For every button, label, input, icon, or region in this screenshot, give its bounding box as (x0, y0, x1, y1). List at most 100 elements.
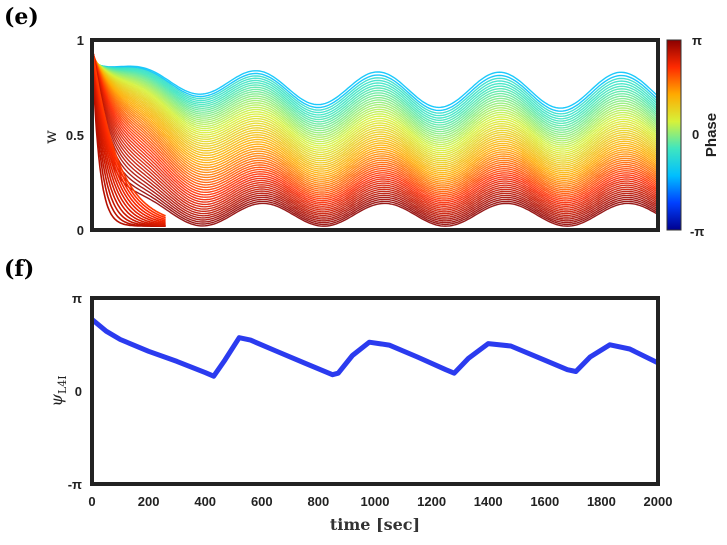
panel-e-series-line (92, 55, 658, 160)
panel-e-series-line (92, 58, 658, 138)
panel-e-series-line (92, 47, 658, 208)
colorbar-label: Phase (703, 113, 720, 157)
panel-e-series-line (92, 52, 658, 178)
panel-e-series-line (92, 59, 658, 131)
panel-e-yticks: 00.51 (66, 33, 84, 238)
panel-e-series-line (92, 57, 658, 144)
panel-e-series-line (92, 47, 658, 204)
panel-f-series-line (92, 316, 658, 379)
panel-e-series-line (92, 44, 658, 226)
panel-e-series-line (92, 60, 658, 120)
panel-e-series-line (92, 47, 658, 206)
panel-e-series-line (92, 57, 658, 142)
panel-e-series-line (92, 52, 658, 174)
panel-e-transient-line (92, 45, 166, 227)
panel-f-yticks: -π 0 π (68, 291, 82, 492)
panel-f-xtick-label: 1000 (361, 494, 390, 509)
panel-e-ytick-label: 0 (77, 223, 84, 238)
panel-e-series-line (92, 46, 658, 213)
panel-f-xtick-label: 2000 (644, 494, 673, 509)
panel-f-xtick-label: 400 (194, 494, 216, 509)
panel-f-xtick-label: 1400 (474, 494, 503, 509)
panel-e-series-line (92, 56, 658, 152)
colorbar (666, 39, 682, 231)
panel-e-series-line (92, 54, 658, 166)
panel-e-series-line (92, 43, 658, 227)
panel-e-series-line (92, 55, 658, 158)
panel-e-transient-line (92, 45, 166, 226)
panel-f-frame (90, 296, 660, 486)
panel-f-ylabel: ψL4I (47, 375, 69, 406)
panel-e-series-line (92, 58, 658, 140)
panel-e-series-line (92, 46, 658, 209)
panel-e-transient-line (92, 45, 166, 225)
panel-e-series-line (92, 59, 658, 129)
panel-e-series-line (92, 51, 658, 183)
panel-e-series-line (92, 61, 658, 115)
panel-e-series-line (92, 50, 658, 185)
colorbar-tick-bottom: -π (690, 224, 704, 239)
panel-f-xtick-label: 1800 (587, 494, 616, 509)
panel-e-series-line (92, 61, 658, 112)
panel-f-label: (f) (4, 256, 34, 282)
panel-e-series-line (92, 60, 658, 125)
panel-e-series-line (92, 51, 658, 182)
panel-e-series-line (92, 50, 658, 187)
panel-e-series-line (92, 53, 658, 170)
panel-e-frame (90, 38, 660, 232)
panel-e-series-line (92, 44, 658, 222)
panel-e-series-line (92, 46, 658, 211)
panel-e-series-line (92, 44, 658, 224)
panel-e-series-line (92, 45, 658, 215)
panel-e-series-line (92, 59, 658, 127)
panel-f-xtick-label: 1600 (530, 494, 559, 509)
panel-e-series-line (92, 53, 658, 172)
panel-e-transient-line (92, 45, 166, 224)
panel-f-xticks: 0 200 400 600 800 1000 1200 1400 1600 1800 2000 (88, 494, 672, 509)
panel-e-ytick-label: 0.5 (66, 128, 84, 143)
panel-f-ytick-label: -π (68, 477, 82, 492)
panel-e-series-line (92, 55, 658, 154)
panel-f-ytick-label: π (72, 291, 82, 306)
panel-f-ylabel-main: ψ (47, 394, 66, 407)
panel-e-ytick-label: 1 (77, 33, 84, 48)
panel-e-series-line (92, 57, 658, 146)
panel-e-series-line (92, 54, 658, 164)
panel-f-xtick-label: 800 (308, 494, 330, 509)
panel-f-xtick-label: 200 (138, 494, 160, 509)
colorbar-tick-top: π (692, 33, 702, 48)
panel-e-series-line (92, 61, 658, 118)
panel-e-series-line (92, 45, 658, 218)
panel-f-ylabel-sub: L4I (56, 375, 69, 394)
panel-e-series-line (92, 45, 658, 220)
panel-e-series-line (92, 59, 658, 134)
panel-e-series-line (92, 54, 658, 162)
panel-f-plot (92, 316, 658, 379)
panel-e-plot (92, 43, 658, 227)
panel-e-transient-line (92, 45, 166, 222)
svg-text:ψL4I: ψL4I (47, 375, 69, 406)
panel-f-xtick-label: 0 (88, 494, 95, 509)
panel-e-series-line (92, 48, 658, 202)
panel-e-series-line (92, 49, 658, 191)
panel-e-series-line (92, 48, 658, 200)
panel-e-series-line (92, 62, 658, 109)
panel-e-transient-line (92, 45, 166, 219)
panel-f-ytick-label: 0 (75, 384, 82, 399)
panel-e-ylabel: w (41, 130, 60, 144)
panel-e-series-line (92, 60, 658, 122)
panel-e-series-line (92, 56, 658, 148)
panel-e-transient-line (92, 45, 166, 217)
colorbar-tick-mid: 0 (692, 127, 699, 142)
panel-e-label: (e) (4, 4, 39, 30)
panel-e-series-line (92, 49, 658, 197)
panel-e-transient-line (92, 45, 166, 227)
panel-e-series-line (92, 56, 658, 150)
panel-e-series-line (92, 50, 658, 189)
panel-e-series-line (92, 52, 658, 176)
panel-e-series-line (92, 48, 658, 198)
panel-e-series-line (92, 45, 658, 217)
panel-e-series-line (92, 49, 658, 193)
panel-f-xtick-label: 1200 (417, 494, 446, 509)
